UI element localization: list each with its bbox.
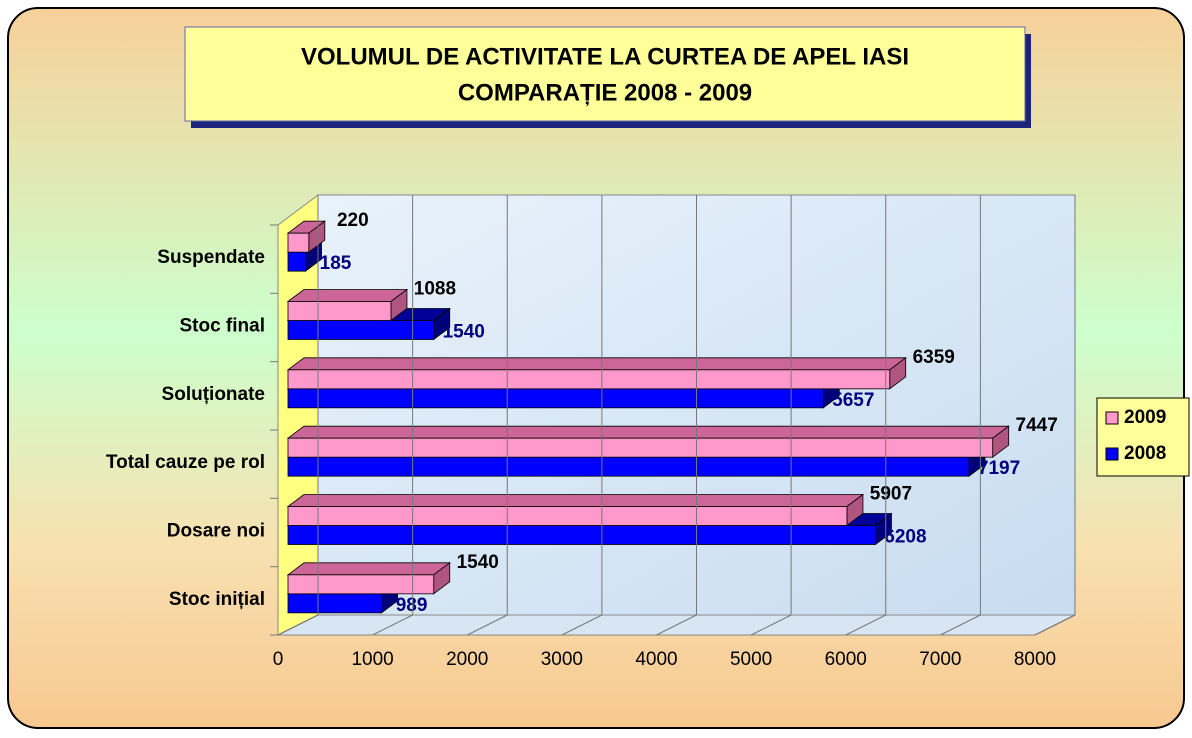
bar-front [287, 320, 435, 340]
bar [286, 357, 907, 390]
floor-line [561, 614, 603, 636]
floor-line [750, 614, 792, 636]
data-label: 220 [337, 210, 369, 231]
bar-top [286, 357, 907, 371]
floor-line [1034, 614, 1076, 636]
floor-line [277, 614, 319, 636]
bar [286, 493, 865, 527]
x-tick-label: 3000 [541, 649, 583, 670]
data-label: 6359 [913, 347, 955, 368]
bar-top [286, 425, 1010, 439]
bar-front [287, 506, 848, 526]
y-tick-label: Soluționate [162, 384, 265, 405]
x-tick-label: 5000 [730, 649, 772, 670]
data-label: 1540 [443, 322, 485, 343]
bar-front [287, 232, 310, 253]
data-label: 989 [396, 595, 428, 616]
y-tick-label: Suspendate [157, 247, 265, 268]
data-label: 7447 [1016, 415, 1058, 436]
bar-top [286, 289, 409, 302]
legend-label: 2009 [1124, 407, 1166, 428]
bar-top [286, 562, 451, 576]
y-tick-label: Stoc final [179, 316, 265, 337]
chart-title: COMPARAȚIE 2008 - 2009 [458, 79, 752, 106]
floor-line [656, 614, 697, 636]
floor-line [467, 614, 508, 636]
x-tick-label: 2000 [446, 649, 488, 670]
x-tick-label: 6000 [825, 649, 867, 670]
bar [286, 425, 1010, 458]
data-label: 6208 [884, 527, 926, 548]
data-label: 7197 [978, 458, 1020, 479]
bar-front [287, 574, 435, 595]
bar-top [286, 494, 865, 507]
data-label: 1088 [414, 279, 456, 300]
floor-line [845, 614, 886, 636]
bar-front [287, 437, 994, 458]
y-tick-label: Total cauze pe rol [106, 452, 265, 473]
bar-front [287, 525, 876, 545]
bar-front [287, 369, 891, 390]
bar [286, 220, 327, 253]
x-tick-label: 4000 [635, 649, 677, 670]
title-box [184, 26, 1026, 122]
bar-front [287, 388, 824, 409]
data-label: 185 [320, 253, 352, 274]
x-tick-label: 0 [273, 649, 284, 670]
legend-swatch [1105, 447, 1119, 461]
floor-line [940, 614, 981, 636]
data-label: 1540 [457, 552, 499, 573]
x-tick-label: 1000 [351, 649, 393, 670]
data-label: 5657 [832, 390, 874, 411]
y-tick-label: Dosare noi [167, 521, 265, 542]
bar-front [287, 301, 392, 321]
chart-title: VOLUMUL DE ACTIVITATE LA CURTEA DE APEL … [301, 43, 909, 70]
y-tick-label: Stoc inițial [169, 589, 265, 610]
legend-label: 2008 [1124, 443, 1166, 464]
floor-line [372, 614, 413, 636]
bar-front [287, 456, 970, 477]
bar-front [287, 251, 306, 272]
legend-swatch [1105, 411, 1119, 425]
data-label: 5907 [870, 484, 912, 505]
legend [1096, 397, 1190, 477]
x-tick-label: 7000 [919, 649, 961, 670]
bar [286, 562, 451, 595]
x-tick-label: 8000 [1014, 649, 1056, 670]
bar [286, 288, 409, 322]
bar-front [287, 593, 382, 614]
